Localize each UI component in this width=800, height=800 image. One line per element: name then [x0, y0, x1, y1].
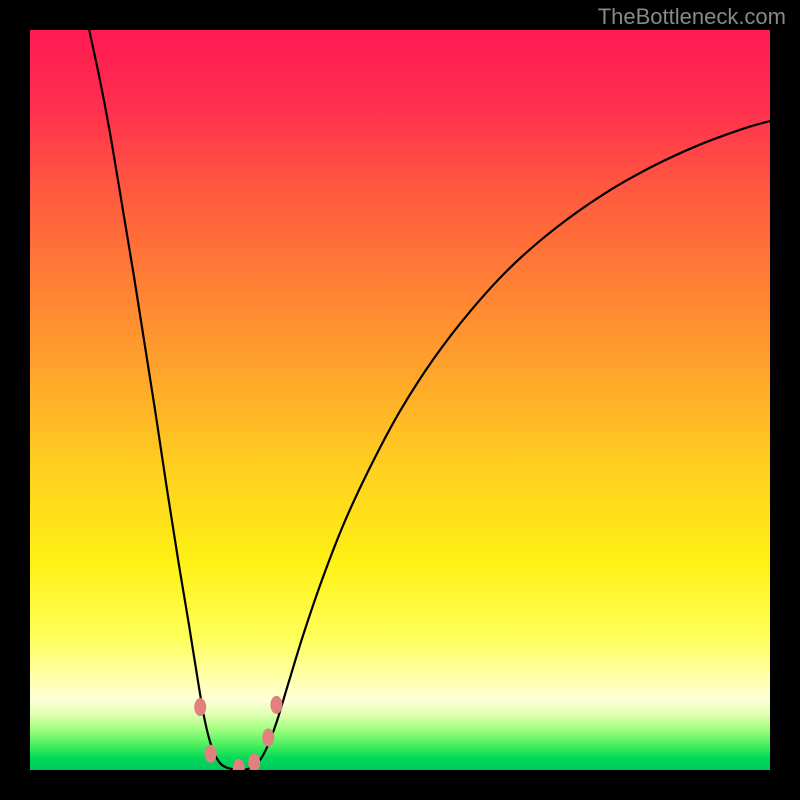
watermark-text: TheBottleneck.com — [598, 4, 786, 30]
curve-marker — [194, 698, 206, 716]
plot-area — [30, 30, 770, 770]
curve-marker — [205, 745, 217, 763]
curve-marker — [262, 728, 274, 746]
chart-container: TheBottleneck.com — [0, 0, 800, 800]
curve-marker — [233, 759, 245, 770]
curve-marker — [248, 754, 260, 770]
curve-marker — [270, 696, 282, 714]
bottleneck-curve — [89, 30, 770, 770]
curve-layer — [30, 30, 770, 770]
